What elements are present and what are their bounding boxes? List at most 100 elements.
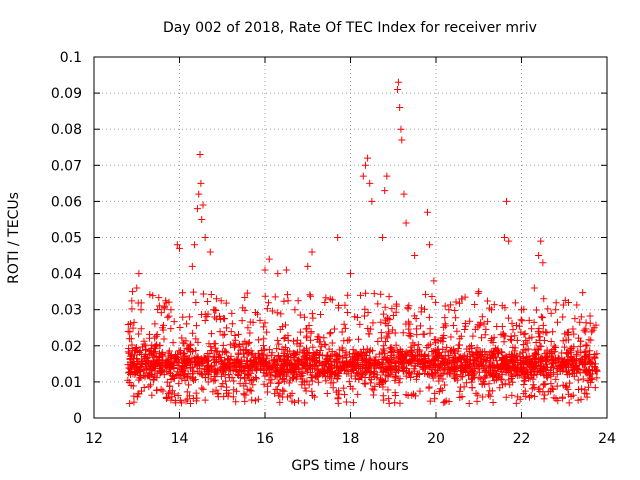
data-point-marker (488, 362, 496, 370)
data-point-marker (417, 356, 425, 364)
data-point-marker (551, 348, 559, 356)
x-tick-label: 16 (256, 431, 274, 447)
data-point-marker (349, 346, 357, 354)
data-point-marker (481, 331, 489, 339)
data-point-marker (128, 305, 136, 313)
data-point-marker (405, 325, 413, 333)
data-point-marker (244, 371, 252, 379)
data-point-marker (210, 362, 218, 370)
data-point-marker (370, 356, 378, 364)
data-point-marker (240, 353, 248, 361)
data-point-marker (326, 330, 334, 338)
data-point-marker (128, 288, 136, 296)
data-point-marker (434, 337, 442, 345)
data-point-marker (363, 349, 371, 357)
data-point-marker (328, 339, 336, 347)
data-point-marker (149, 376, 157, 384)
data-point-marker (517, 316, 525, 324)
data-point-marker (432, 353, 440, 361)
data-point-marker (405, 369, 413, 377)
data-point-marker (328, 296, 336, 304)
data-point-marker (489, 338, 497, 346)
data-point-marker (243, 289, 251, 297)
data-point-marker (214, 389, 222, 397)
data-point-marker (198, 384, 206, 392)
data-point-marker (420, 364, 428, 372)
data-point-marker (204, 378, 212, 386)
data-point-marker (503, 197, 511, 205)
data-point-marker (323, 390, 331, 398)
data-point-marker (378, 359, 386, 367)
data-point-marker (478, 334, 486, 342)
data-point-marker (538, 366, 546, 374)
data-point-marker (412, 315, 420, 323)
data-point-marker (259, 351, 267, 359)
data-point-marker (296, 328, 304, 336)
x-tick-label: 24 (598, 431, 616, 447)
data-point-marker (565, 399, 573, 407)
data-point-marker (402, 351, 410, 359)
data-point-marker (252, 374, 260, 382)
data-point-marker (261, 292, 269, 300)
data-point-marker (192, 389, 200, 397)
data-point-marker (219, 341, 227, 349)
data-point-marker (511, 299, 519, 307)
data-point-marker (171, 355, 179, 363)
data-point-marker (296, 311, 304, 319)
data-point-marker (436, 363, 444, 371)
data-point-marker (309, 355, 317, 363)
data-point-marker (126, 400, 134, 408)
data-point-marker (271, 357, 279, 365)
data-point-marker (224, 392, 232, 400)
data-point-marker (243, 385, 251, 393)
data-point-marker (374, 337, 382, 345)
data-point-marker (593, 350, 601, 358)
data-point-marker (194, 354, 202, 362)
data-point-marker (254, 362, 262, 370)
data-point-marker (263, 305, 271, 313)
data-point-marker (402, 219, 410, 227)
data-point-marker (311, 393, 319, 401)
data-point-marker (559, 337, 567, 345)
data-point-marker (333, 351, 341, 359)
data-point-marker (364, 324, 372, 332)
data-point-marker (265, 255, 273, 263)
data-point-marker (532, 306, 540, 314)
data-point-marker (475, 363, 483, 371)
data-point-marker (254, 395, 262, 403)
data-point-marker (334, 395, 342, 403)
data-point-marker (280, 361, 288, 369)
data-point-marker (327, 379, 335, 387)
data-point-marker (284, 369, 292, 377)
data-point-marker (332, 388, 340, 396)
data-point-marker (170, 318, 178, 326)
data-point-marker (449, 354, 457, 362)
data-point-marker (227, 328, 235, 336)
data-point-marker (496, 384, 504, 392)
data-point-marker (428, 347, 436, 355)
data-point-marker (378, 368, 386, 376)
data-point-marker (305, 349, 313, 357)
data-point-marker (273, 364, 281, 372)
data-point-marker (516, 395, 524, 403)
data-point-marker (138, 350, 146, 358)
data-point-marker (469, 332, 477, 340)
data-point-marker (204, 310, 212, 318)
data-point-marker (499, 330, 507, 338)
data-point-marker (498, 323, 506, 331)
data-point-marker (145, 372, 153, 380)
data-point-marker (579, 289, 587, 297)
data-point-marker (419, 359, 427, 367)
data-point-marker (492, 353, 500, 361)
data-point-marker (263, 388, 271, 396)
data-point-marker (128, 297, 136, 305)
data-point-marker (407, 332, 415, 340)
data-point-marker (471, 364, 479, 372)
data-point-marker (234, 330, 242, 338)
data-point-marker (498, 368, 506, 376)
data-point-marker (588, 359, 596, 367)
data-point-marker (400, 190, 408, 198)
data-point-marker (535, 252, 543, 260)
data-point-marker (304, 262, 312, 270)
data-point-marker (261, 266, 269, 274)
